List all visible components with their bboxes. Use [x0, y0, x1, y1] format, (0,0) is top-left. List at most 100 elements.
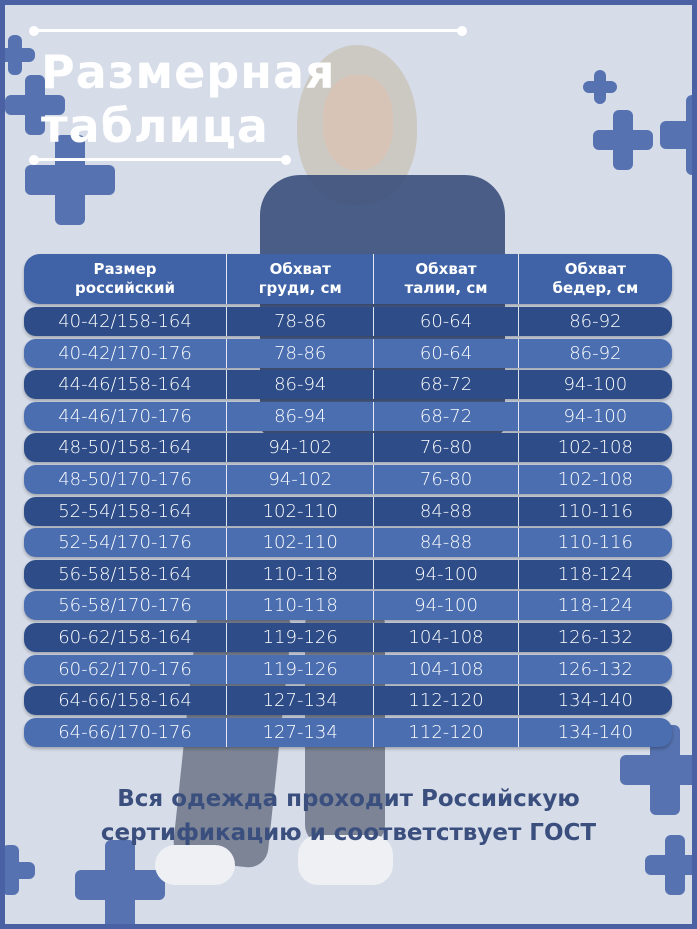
footer-line-2: сертификацию и соответствует ГОСТ [100, 820, 597, 846]
table-cell: 118-124 [557, 595, 633, 617]
header-text: талии, см [404, 279, 488, 297]
title-bottom-line [36, 158, 286, 161]
table-cell: 134-140 [557, 690, 633, 712]
line-endpoint [29, 155, 39, 165]
header-text: российский [75, 279, 175, 297]
table-cell: 102-110 [227, 496, 375, 526]
table-cell: 110-118 [227, 591, 375, 621]
table-cell: 94-100 [563, 374, 628, 396]
header-text: бедер, см [552, 279, 639, 297]
table-row: 60-62/158-164 119-126 104-108 126-132 [24, 622, 672, 652]
header-waist: Обхват талии, см [374, 254, 519, 304]
table-row: 64-66/158-164 127-134 112-120 134-140 [24, 686, 672, 716]
line-endpoint [29, 26, 39, 36]
table-cell: 126-132 [557, 658, 633, 680]
table-cell: 78-86 [227, 338, 375, 368]
header-chest: Обхват груди, см [227, 254, 375, 304]
table-row: 48-50/170-176 94-102 76-80 102-108 [24, 464, 672, 494]
table-cell: 112-120 [374, 717, 519, 747]
certification-note: Вся одежда проходит Российскую сертифика… [5, 782, 692, 850]
table-row: 40-42/158-164 78-86 60-64 86-92 [24, 307, 672, 336]
line-endpoint [457, 26, 467, 36]
title-top-line [36, 29, 463, 32]
table-row: 56-58/170-176 110-118 94-100 118-124 [24, 591, 672, 621]
table-cell: 134-140 [557, 721, 633, 743]
plus-decoration-icon [5, 35, 35, 75]
header-text: груди, см [258, 279, 342, 297]
table-cell: 86-94 [227, 370, 375, 400]
table-cell: 86-94 [227, 401, 375, 431]
table-cell: 126-132 [557, 626, 633, 648]
table-cell: 112-120 [374, 686, 519, 716]
table-row: 56-58/158-164 110-118 94-100 118-124 [24, 559, 672, 589]
footer-line-1: Вся одежда проходит Российскую [117, 786, 580, 812]
table-cell: 60-62/170-176 [24, 654, 228, 684]
plus-decoration-icon [5, 75, 65, 135]
table-cell: 127-134 [227, 717, 375, 747]
plus-decoration-icon [593, 110, 653, 170]
title-line-1: Размерная [41, 45, 336, 99]
table-cell: 119-126 [227, 622, 375, 652]
table-cell: 102-110 [227, 528, 375, 558]
table-cell: 60-62/158-164 [24, 622, 228, 652]
table-cell: 104-108 [374, 654, 519, 684]
plus-decoration-icon [583, 70, 617, 104]
plus-decoration-icon [5, 845, 35, 895]
table-cell: 48-50/170-176 [24, 464, 228, 494]
table-cell: 60-64 [374, 307, 519, 336]
table-cell: 44-46/158-164 [24, 370, 228, 400]
line-endpoint [281, 155, 291, 165]
header-text: Обхват [269, 260, 331, 278]
table-cell: 94-102 [227, 464, 375, 494]
table-row: 52-54/158-164 102-110 84-88 110-116 [24, 496, 672, 526]
table-cell: 76-80 [374, 433, 519, 463]
table-cell: 110-116 [557, 500, 633, 522]
header-size: Размер российский [24, 254, 228, 304]
table-cell: 94-100 [374, 591, 519, 621]
table-cell: 52-54/170-176 [24, 528, 228, 558]
table-cell: 64-66/170-176 [24, 717, 228, 747]
table-cell: 84-88 [374, 496, 519, 526]
plus-decoration-icon [75, 840, 165, 924]
header-text: Обхват [564, 260, 626, 278]
background-frame: Размерная таблица Размер российский Обхва… [5, 5, 692, 924]
table-cell: 94-100 [374, 559, 519, 589]
plus-decoration-icon [645, 835, 692, 895]
table-cell: 56-58/158-164 [24, 559, 228, 589]
table-cell: 68-72 [374, 401, 519, 431]
table-cell: 68-72 [374, 370, 519, 400]
table-cell: 94-100 [563, 405, 628, 427]
table-cell: 110-118 [227, 559, 375, 589]
table-cell: 110-116 [557, 532, 633, 554]
header-text: Размер [93, 260, 157, 278]
table-cell: 40-42/170-176 [24, 338, 228, 368]
table-row: 40-42/170-176 78-86 60-64 86-92 [24, 338, 672, 368]
table-cell: 127-134 [227, 686, 375, 716]
table-cell: 119-126 [227, 654, 375, 684]
table-cell: 86-92 [569, 311, 622, 332]
table-row: 52-54/170-176 102-110 84-88 110-116 [24, 528, 672, 558]
table-row: 64-66/170-176 127-134 112-120 134-140 [24, 717, 672, 747]
table-row: 44-46/170-176 86-94 68-72 94-100 [24, 401, 672, 431]
size-table: Размер российский Обхват груди, см Обхват т… [24, 254, 672, 749]
table-cell: 52-54/158-164 [24, 496, 228, 526]
table-cell: 102-108 [557, 437, 633, 459]
table-cell: 102-108 [557, 468, 633, 490]
header-text: Обхват [415, 260, 477, 278]
plus-decoration-icon [25, 135, 115, 225]
table-cell: 78-86 [227, 307, 375, 336]
title-line-2: таблица [41, 99, 269, 153]
table-cell: 104-108 [374, 622, 519, 652]
table-cell: 40-42/158-164 [24, 307, 228, 336]
table-cell: 76-80 [374, 464, 519, 494]
table-row: 48-50/158-164 94-102 76-80 102-108 [24, 433, 672, 463]
table-cell: 44-46/170-176 [24, 401, 228, 431]
table-cell: 94-102 [227, 433, 375, 463]
table-cell: 60-64 [374, 338, 519, 368]
table-cell: 86-92 [569, 342, 622, 364]
table-cell: 84-88 [374, 528, 519, 558]
table-cell: 56-58/170-176 [24, 591, 228, 621]
table-header: Размер российский Обхват груди, см Обхват т… [24, 254, 672, 304]
table-cell: 118-124 [557, 563, 633, 585]
table-row: 44-46/158-164 86-94 68-72 94-100 [24, 370, 672, 400]
